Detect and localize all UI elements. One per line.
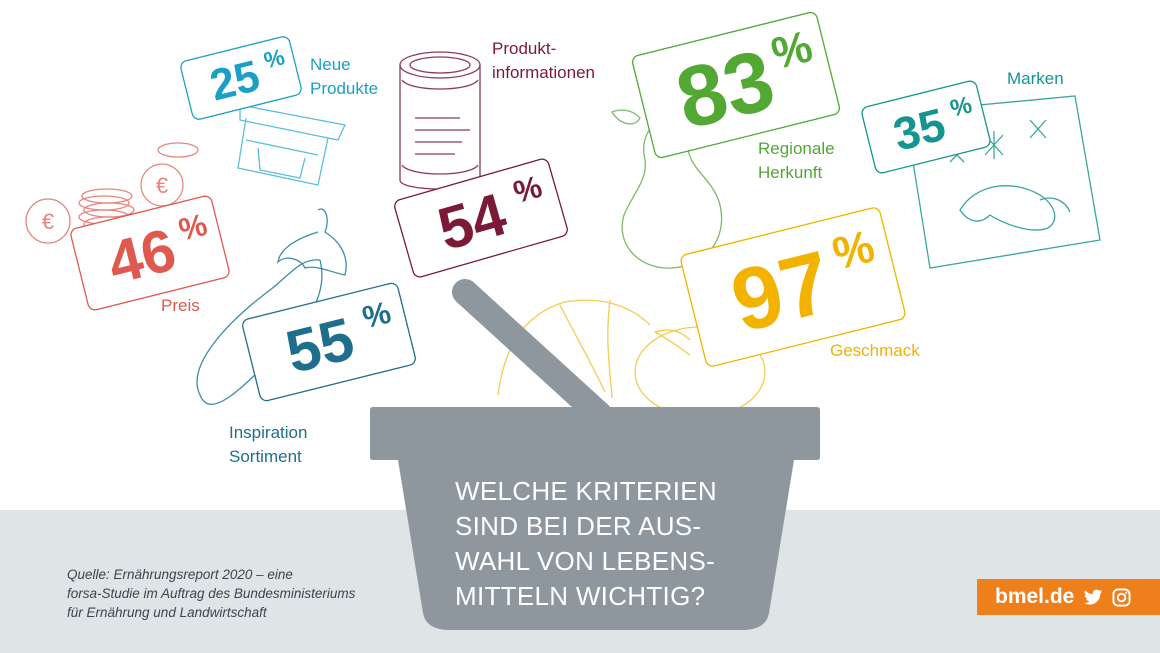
question-line: WAHL VON LEBENS- — [455, 546, 716, 576]
value-tag-frame — [631, 11, 841, 159]
shopping-basket-icon — [370, 279, 820, 630]
category-label-line: Regionale — [758, 139, 835, 158]
question-line: MITTELN WICHTIG? — [455, 581, 706, 611]
category-label-line: Produkte — [310, 79, 378, 98]
value-tag: 25% — [180, 36, 302, 120]
value-tag: 83% — [631, 11, 841, 159]
value-tag: 54% — [394, 158, 568, 278]
category-label: Regionale Herkunft — [758, 139, 835, 182]
illustrations: € € — [25, 51, 1101, 418]
value-number: 55 — [279, 305, 360, 386]
category-label: Neue Produkte — [310, 55, 378, 98]
value-tag-frame — [242, 282, 416, 402]
category-label-line: Geschmack — [830, 341, 920, 360]
category-label-line: informationen — [492, 63, 595, 82]
source-line: für Ernährung und Landwirtschaft — [67, 605, 267, 620]
value-labels: 25% Neue Produkte 54% Produkt-informationen 8… — [70, 11, 1064, 466]
category-label-line: Sortiment — [229, 447, 302, 466]
category-label-line: Marken — [1007, 69, 1064, 88]
value-tag: 35% — [861, 80, 991, 174]
product-package-icon — [237, 104, 346, 186]
value-tag-frame — [394, 158, 568, 278]
category-label-line: Neue — [310, 55, 351, 74]
value-number: 83 — [667, 32, 783, 148]
value-number: 97 — [722, 231, 841, 351]
svg-text:€: € — [42, 209, 54, 234]
category-label-line: Preis — [161, 296, 200, 315]
instagram-icon[interactable] — [1112, 587, 1131, 607]
category-label-line: Herkunft — [758, 163, 823, 182]
brand-link[interactable]: bmel.de — [995, 585, 1075, 608]
source-line: forsa-Studie im Auftrag des Bundesminist… — [67, 586, 356, 601]
question-line: SIND BEI DER AUS- — [455, 511, 702, 541]
value-tag-frame — [180, 36, 302, 120]
value-tag: 97% — [680, 207, 906, 367]
category-label: Inspiration Sortiment — [229, 423, 307, 466]
source-line: Quelle: Ernährungsreport 2020 – eine — [67, 567, 293, 582]
coins-icon: € € — [25, 142, 199, 244]
value-tag-frame — [70, 195, 230, 311]
can-icon — [399, 51, 481, 190]
source-note: Quelle: Ernährungsreport 2020 – eine for… — [67, 565, 397, 622]
svg-text:€: € — [156, 173, 168, 198]
category-label: Geschmack — [830, 341, 920, 360]
pear-icon — [611, 109, 723, 269]
twitter-icon[interactable] — [1083, 589, 1103, 606]
category-label-line: Produkt- — [492, 39, 556, 58]
question-text: WELCHE KRITERIEN SIND BEI DER AUS- WAHL … — [455, 474, 755, 614]
value-tag-frame — [861, 80, 991, 174]
value-number: 35 — [888, 98, 950, 161]
value-tag: 55% — [242, 282, 416, 402]
brand-badge[interactable]: bmel.de — [977, 579, 1160, 615]
category-label-line: Inspiration — [229, 423, 307, 442]
value-number: 46 — [101, 216, 182, 297]
question-line: WELCHE KRITERIEN — [455, 476, 717, 506]
category-label: Produkt-informationen — [492, 39, 595, 82]
value-tag-frame — [680, 207, 906, 367]
category-label: Marken — [1007, 69, 1064, 88]
value-tag: 46% — [70, 195, 230, 311]
value-number: 25 — [205, 51, 264, 110]
category-label: Preis — [161, 296, 200, 315]
